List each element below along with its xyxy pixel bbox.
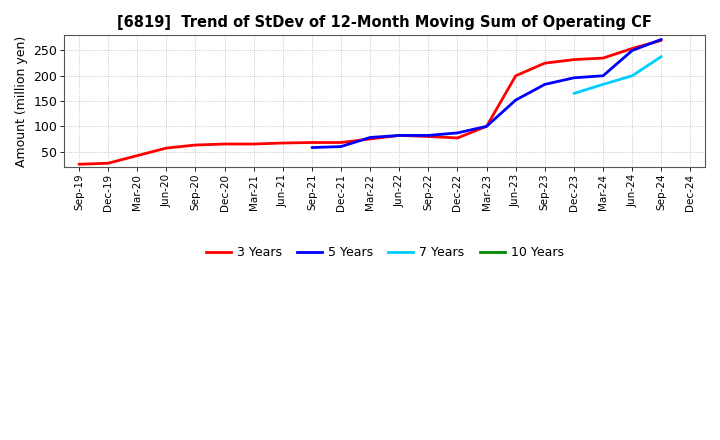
3 Years [75, 161, 84, 167]
5 Years [541, 82, 549, 87]
3 Years [279, 140, 287, 146]
7 Years [628, 73, 636, 78]
3 Years [337, 140, 346, 145]
7 Years [599, 82, 608, 87]
Y-axis label: Amount (million yen): Amount (million yen) [15, 36, 28, 167]
7 Years [657, 54, 666, 59]
3 Years [628, 46, 636, 51]
5 Years [453, 130, 462, 136]
3 Years [249, 141, 258, 147]
5 Years [337, 144, 346, 149]
Line: 5 Years: 5 Years [312, 39, 662, 147]
3 Years [133, 153, 142, 158]
3 Years [482, 124, 491, 129]
5 Years [395, 133, 404, 138]
7 Years [570, 91, 578, 96]
Line: 3 Years: 3 Years [79, 40, 662, 164]
Title: [6819]  Trend of StDev of 12-Month Moving Sum of Operating CF: [6819] Trend of StDev of 12-Month Moving… [117, 15, 652, 30]
3 Years [191, 143, 199, 148]
5 Years [366, 135, 374, 140]
3 Years [453, 136, 462, 141]
3 Years [599, 55, 608, 61]
3 Years [220, 141, 229, 147]
5 Years [511, 97, 520, 103]
Legend: 3 Years, 5 Years, 7 Years, 10 Years: 3 Years, 5 Years, 7 Years, 10 Years [201, 242, 569, 264]
5 Years [657, 37, 666, 42]
5 Years [599, 73, 608, 78]
5 Years [570, 75, 578, 81]
5 Years [482, 124, 491, 129]
3 Years [570, 57, 578, 62]
3 Years [366, 136, 374, 142]
3 Years [395, 133, 404, 138]
3 Years [657, 38, 666, 43]
3 Years [424, 134, 433, 139]
3 Years [104, 161, 112, 166]
3 Years [307, 140, 316, 145]
3 Years [162, 146, 171, 151]
3 Years [541, 60, 549, 66]
5 Years [307, 145, 316, 150]
Line: 7 Years: 7 Years [574, 57, 662, 93]
3 Years [511, 73, 520, 78]
5 Years [628, 48, 636, 53]
5 Years [424, 133, 433, 138]
